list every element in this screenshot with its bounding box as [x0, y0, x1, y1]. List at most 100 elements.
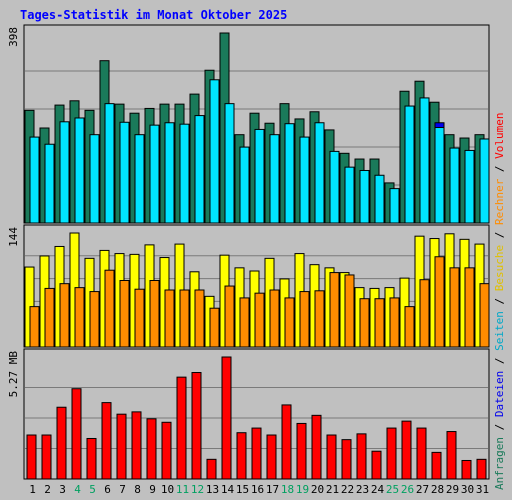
x-tick-label-21: 21: [326, 483, 339, 496]
y-axis-max-label: 398: [7, 27, 20, 47]
bar-volumen-25: [386, 427, 397, 480]
bar-seiten-21: [329, 150, 340, 224]
x-tick-label-12: 12: [191, 483, 204, 496]
bar-rechner-25: [389, 297, 400, 348]
bar-volumen-13: [206, 458, 217, 480]
bar-volumen-29: [446, 431, 457, 480]
legend-part-8: Rechner: [493, 178, 506, 225]
bar-volumen-23: [356, 433, 367, 480]
bar-rechner-7: [119, 280, 130, 348]
legend-part-7: /: [493, 225, 506, 245]
bar-seiten-27: [419, 97, 430, 224]
bar-volumen-1: [26, 434, 37, 480]
bar-seiten-16: [254, 128, 265, 224]
bar-volumen-16: [251, 427, 262, 480]
x-tick-label-14: 14: [221, 483, 235, 496]
bar-rechner-18: [284, 297, 295, 348]
bar-seiten-6: [104, 103, 115, 224]
x-tick-label-5: 5: [89, 483, 96, 496]
legend-part-6: Besuche: [493, 245, 506, 291]
bar-volumen-27: [416, 427, 427, 480]
bar-rechner-29: [449, 267, 460, 348]
bar-rechner-17: [269, 289, 280, 348]
x-tick-label-27: 27: [416, 483, 429, 496]
legend-part-4: Seiten: [493, 311, 506, 351]
bar-rechner-5: [89, 291, 100, 348]
x-tick-label-17: 17: [266, 483, 279, 496]
bar-volumen-18: [281, 404, 292, 480]
bar-rechner-27: [419, 279, 430, 348]
x-tick-label-4: 4: [74, 483, 81, 496]
bar-rechner-8: [134, 288, 145, 348]
bar-rechner-4: [74, 287, 85, 348]
bar-rechner-9: [149, 280, 160, 348]
x-tick-label-13: 13: [206, 483, 219, 496]
y-axis-max-label: 144: [7, 227, 20, 247]
bar-rechner-28: [434, 256, 445, 348]
bar-seiten-9: [149, 124, 160, 224]
bar-volumen-24: [371, 450, 382, 480]
chart-panel-3: 5.27 MB: [7, 348, 490, 480]
bar-rechner-11: [179, 289, 190, 348]
legend-part-3: /: [493, 351, 506, 371]
legend-part-9: /: [493, 159, 506, 179]
bar-seiten-7: [119, 121, 130, 224]
legend-part-5: /: [493, 291, 506, 311]
bar-seiten-17: [269, 134, 280, 224]
bar-seiten-2: [44, 143, 55, 224]
bar-rechner-20: [314, 290, 325, 348]
legend-part-10: Volumen: [493, 112, 506, 158]
bar-rechner-13: [209, 307, 220, 348]
bar-seiten-5: [89, 134, 100, 224]
bar-volumen-11: [176, 376, 187, 480]
bar-volumen-20: [311, 414, 322, 480]
chart-panel-2: 144: [7, 224, 490, 348]
x-tick-label-7: 7: [119, 483, 126, 496]
right-legend: Anfragen / Dateien / Seiten / Besuche / …: [493, 112, 506, 490]
bar-seiten-14: [224, 103, 235, 224]
bar-volumen-19: [296, 422, 307, 480]
bar-volumen-8: [131, 411, 142, 480]
bar-seiten-24: [374, 174, 385, 224]
bar-rechner-22: [344, 274, 355, 348]
bar-seiten-8: [134, 134, 145, 224]
x-tick-label-20: 20: [311, 483, 324, 496]
bar-seiten-23: [359, 169, 370, 224]
bar-volumen-28: [431, 451, 442, 480]
bar-volumen-15: [236, 432, 247, 480]
bar-seiten-3: [59, 121, 70, 224]
bar-rechner-19: [299, 291, 310, 348]
x-tick-label-11: 11: [176, 483, 189, 496]
legend-part-2: Dateien: [493, 371, 506, 417]
bar-rechner-3: [59, 283, 70, 348]
bar-seiten-28: [434, 127, 445, 224]
x-tick-label-25: 25: [386, 483, 399, 496]
bar-volumen-12: [191, 372, 202, 480]
bar-rechner-10: [164, 289, 175, 348]
x-tick-label-3: 3: [59, 483, 66, 496]
bar-rechner-24: [374, 298, 385, 348]
bar-seiten-1: [29, 136, 40, 224]
bar-rechner-15: [239, 297, 250, 348]
bar-seiten-31: [479, 138, 490, 224]
bar-volumen-30: [461, 459, 472, 480]
bar-seiten-20: [314, 122, 325, 224]
bar-seiten-30: [464, 149, 475, 224]
x-tick-label-29: 29: [446, 483, 459, 496]
bar-seiten-18: [284, 123, 295, 224]
bar-volumen-14: [221, 356, 232, 480]
x-tick-label-9: 9: [149, 483, 156, 496]
bar-seiten-11: [179, 123, 190, 224]
x-tick-label-23: 23: [356, 483, 369, 496]
bar-volumen-10: [161, 421, 172, 480]
bar-seiten-15: [239, 146, 250, 224]
bar-volumen-2: [41, 434, 52, 480]
bar-seiten-22: [344, 166, 355, 224]
bar-volumen-22: [341, 439, 352, 480]
bar-seiten-10: [164, 122, 175, 224]
chart-title: Tages-Statistik im Monat Oktober 2025: [20, 8, 287, 22]
x-tick-label-18: 18: [281, 483, 294, 496]
bar-rechner-31: [479, 283, 490, 348]
bar-rechner-16: [254, 292, 265, 348]
legend-part-1: /: [493, 417, 506, 437]
